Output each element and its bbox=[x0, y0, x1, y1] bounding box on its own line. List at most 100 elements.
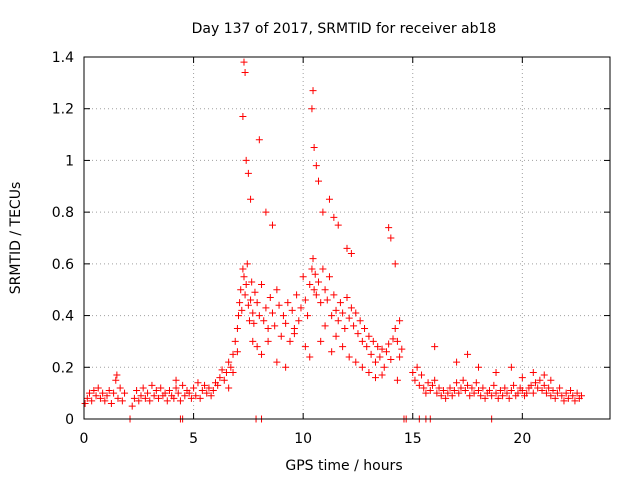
data-point bbox=[391, 260, 399, 268]
data-point bbox=[510, 381, 518, 389]
data-point bbox=[251, 288, 259, 296]
data-point bbox=[536, 376, 544, 384]
y-tick-label: 0.8 bbox=[52, 205, 74, 221]
data-point bbox=[194, 379, 202, 387]
data-point bbox=[94, 384, 102, 392]
data-point bbox=[260, 317, 268, 325]
y-tick-label: 1.4 bbox=[52, 50, 74, 66]
data-point bbox=[249, 337, 257, 345]
data-point bbox=[247, 296, 255, 304]
data-point bbox=[277, 332, 285, 340]
data-point bbox=[141, 394, 149, 402]
data-point bbox=[507, 387, 515, 395]
data-point bbox=[418, 371, 426, 379]
data-point bbox=[490, 381, 498, 389]
data-point bbox=[255, 312, 263, 320]
data-point bbox=[279, 312, 287, 320]
data-point bbox=[389, 335, 397, 343]
data-point bbox=[225, 358, 233, 366]
data-point bbox=[468, 384, 476, 392]
data-point bbox=[312, 162, 320, 170]
data-point bbox=[354, 330, 362, 338]
data-point bbox=[133, 387, 141, 395]
data-point bbox=[306, 353, 314, 361]
data-point bbox=[150, 392, 158, 400]
data-point bbox=[411, 376, 419, 384]
data-point bbox=[225, 384, 233, 392]
data-point bbox=[385, 224, 393, 232]
data-point bbox=[475, 387, 482, 395]
data-point bbox=[306, 281, 314, 289]
data-point bbox=[271, 322, 279, 330]
data-point bbox=[229, 350, 237, 358]
data-point bbox=[391, 325, 399, 332]
data-point bbox=[494, 394, 502, 402]
data-point bbox=[424, 379, 432, 387]
data-point bbox=[501, 384, 509, 392]
data-point bbox=[514, 389, 522, 397]
data-point bbox=[420, 384, 428, 392]
y-tick-label: 0 bbox=[65, 412, 74, 428]
data-point bbox=[556, 384, 564, 392]
data-point bbox=[341, 325, 349, 332]
y-tick-label: 1.2 bbox=[52, 102, 74, 118]
data-point bbox=[323, 296, 331, 304]
data-point bbox=[542, 389, 550, 397]
data-point bbox=[229, 368, 237, 376]
data-point bbox=[266, 293, 274, 301]
data-point bbox=[361, 325, 369, 332]
data-point bbox=[128, 402, 136, 410]
data-point bbox=[179, 381, 187, 389]
data-point bbox=[172, 384, 180, 392]
data-point bbox=[385, 340, 393, 348]
y-tick-label: 0.4 bbox=[52, 309, 74, 325]
data-point bbox=[205, 384, 213, 392]
data-point bbox=[396, 317, 404, 325]
data-point bbox=[488, 392, 496, 400]
data-point bbox=[534, 384, 542, 392]
data-point bbox=[92, 392, 100, 400]
data-point bbox=[371, 358, 379, 366]
data-point bbox=[505, 394, 513, 402]
data-point bbox=[558, 392, 566, 400]
data-point bbox=[114, 394, 122, 402]
data-point bbox=[428, 381, 436, 389]
data-point bbox=[426, 387, 434, 395]
data-point bbox=[137, 392, 145, 400]
data-point bbox=[578, 392, 586, 400]
data-point bbox=[253, 343, 261, 351]
data-point bbox=[258, 281, 266, 289]
data-point bbox=[288, 306, 296, 314]
data-point bbox=[236, 299, 244, 307]
data-point bbox=[83, 394, 91, 402]
data-point bbox=[253, 299, 261, 307]
data-point bbox=[222, 368, 230, 376]
data-point bbox=[90, 387, 98, 395]
x-axis-label: GPS time / hours bbox=[285, 458, 402, 474]
tick-layer bbox=[83, 56, 610, 420]
data-point bbox=[481, 394, 489, 402]
data-point bbox=[435, 384, 443, 392]
data-point bbox=[547, 392, 555, 400]
data-point bbox=[560, 397, 568, 405]
data-point bbox=[282, 363, 290, 371]
data-point bbox=[343, 244, 351, 252]
data-point bbox=[85, 389, 93, 397]
data-point bbox=[455, 389, 463, 397]
data-point bbox=[464, 381, 472, 389]
y-axis-label: SRMTID / TECUs bbox=[8, 182, 24, 295]
data-point bbox=[220, 376, 228, 384]
y-tick-label: 0.6 bbox=[52, 257, 74, 273]
data-point bbox=[264, 325, 272, 332]
data-point bbox=[319, 265, 327, 273]
data-point bbox=[365, 368, 373, 376]
data-point bbox=[196, 394, 204, 402]
data-point bbox=[479, 384, 487, 392]
y-tick-label: 0.2 bbox=[52, 360, 74, 376]
x-tick-label: 0 bbox=[80, 431, 89, 447]
data-point bbox=[165, 387, 173, 395]
data-point bbox=[433, 389, 441, 397]
data-point bbox=[461, 387, 469, 395]
data-point bbox=[531, 379, 539, 387]
data-point bbox=[374, 343, 382, 351]
